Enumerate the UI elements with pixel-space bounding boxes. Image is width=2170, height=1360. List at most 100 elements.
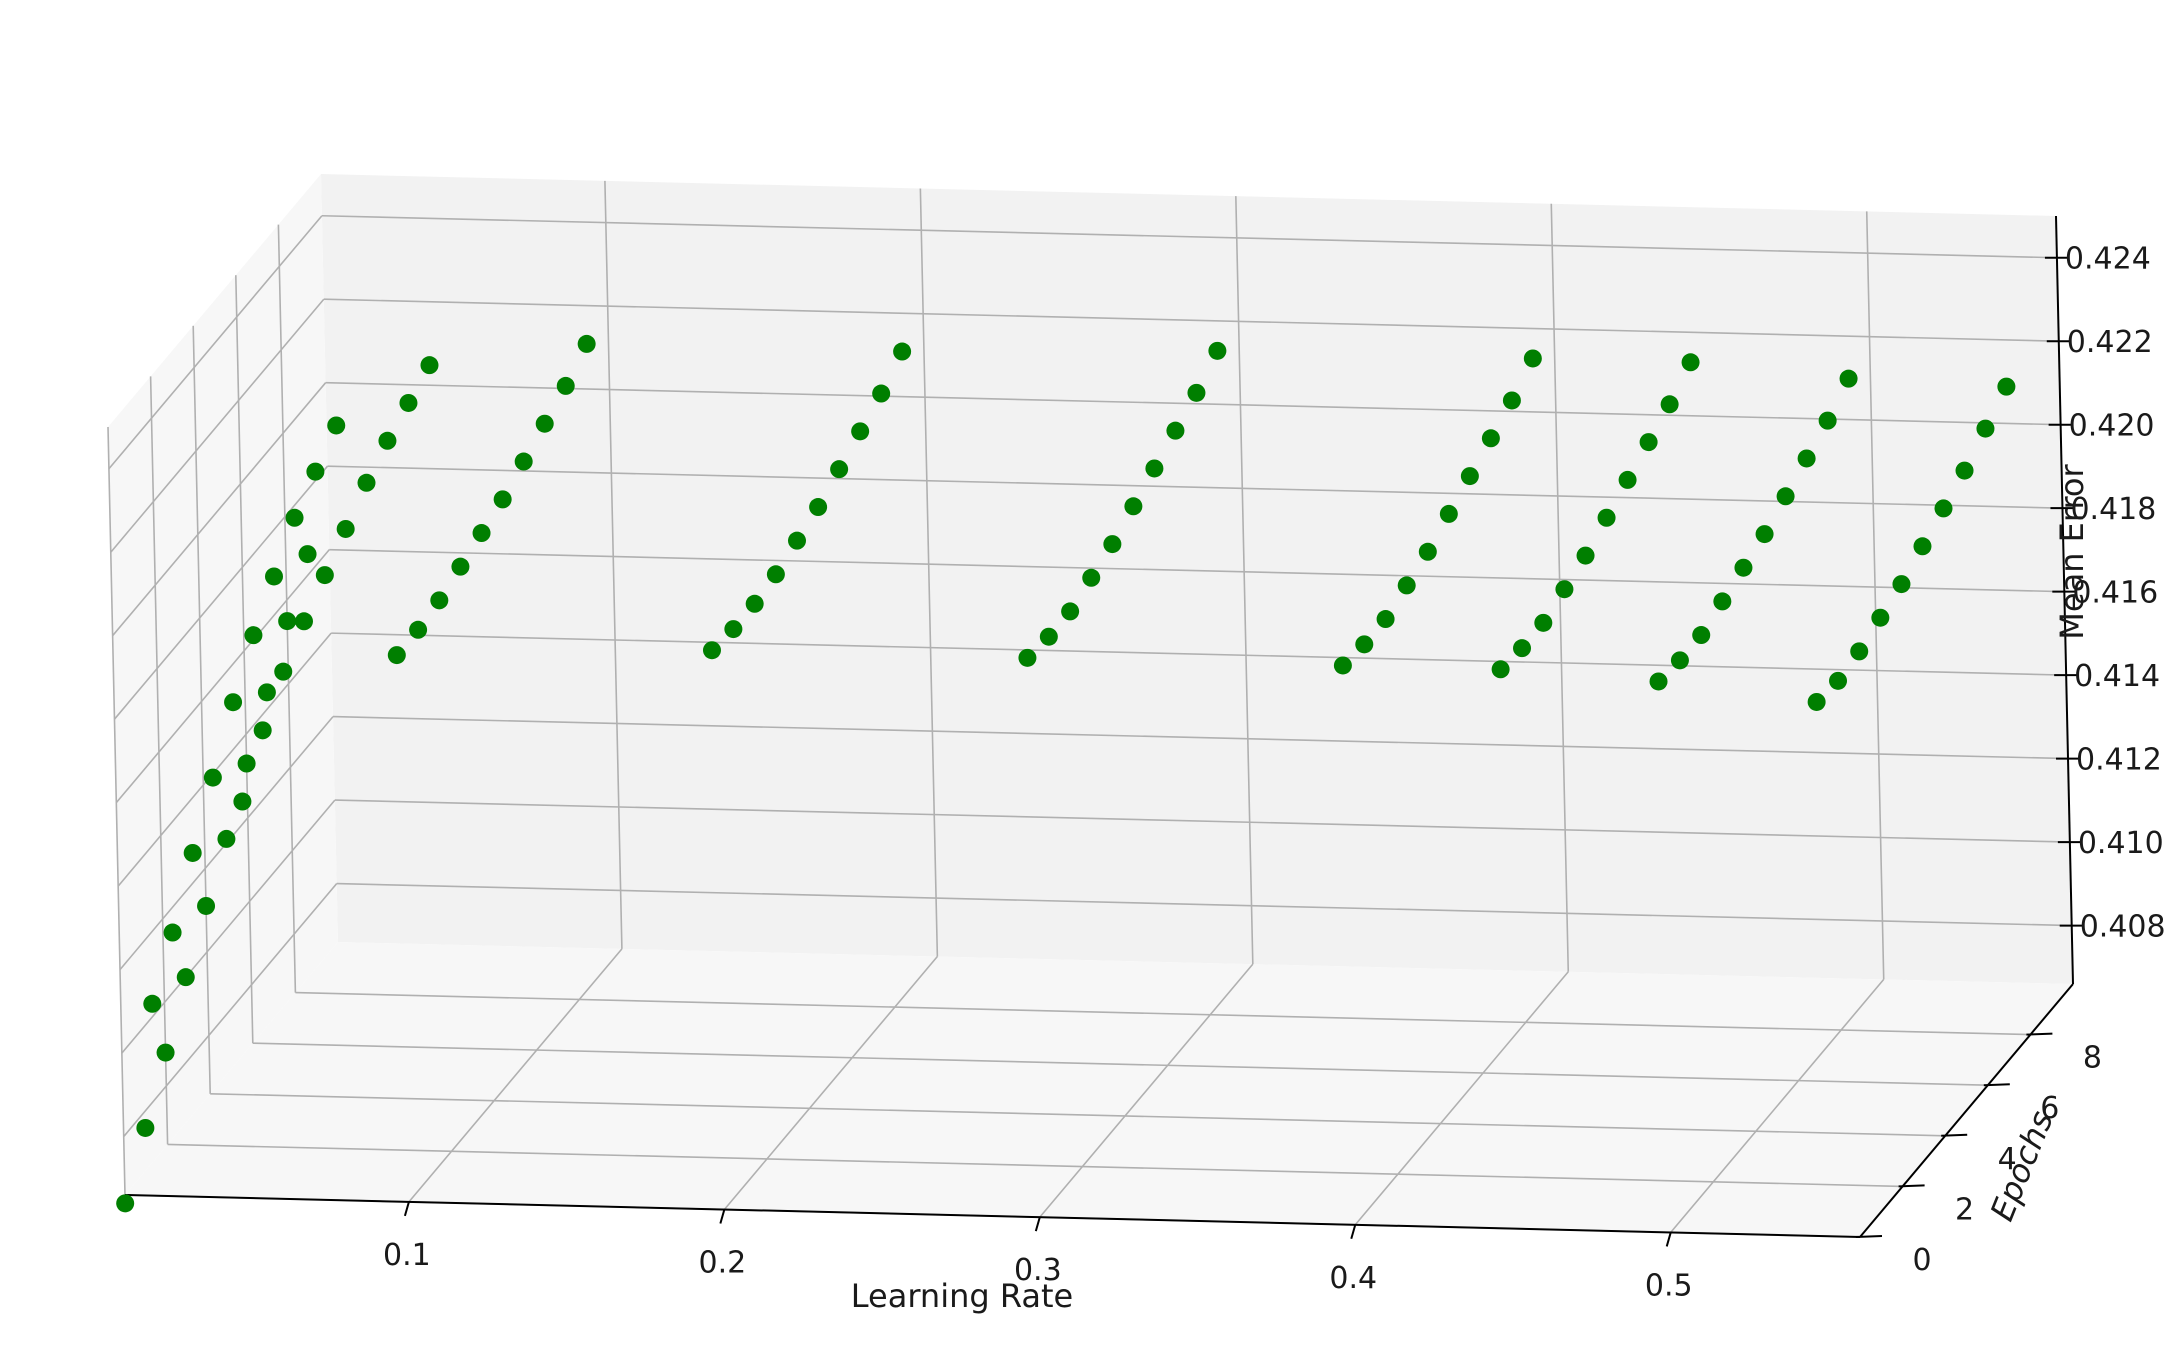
z-tick-label: 0.424: [2065, 242, 2151, 277]
data-point: [745, 594, 764, 613]
y-tick-label: 2: [1955, 1192, 1974, 1227]
data-point: [1187, 383, 1206, 402]
grid-line-x-floor: [1354, 971, 1569, 1226]
data-point: [409, 620, 428, 639]
data-point: [176, 968, 195, 987]
data-point: [278, 612, 297, 631]
data-point: [183, 843, 202, 862]
x-tick: [719, 1209, 726, 1224]
data-point: [893, 342, 912, 361]
data-point: [556, 376, 575, 395]
data-point: [1166, 421, 1185, 440]
grid-line-z-back: [334, 799, 2070, 843]
data-point: [1576, 546, 1595, 565]
x-tick-label: 0.4: [1329, 1261, 1377, 1296]
data-point: [336, 519, 355, 538]
data-point: [1439, 504, 1458, 523]
data-point: [1502, 391, 1521, 410]
grid-line-z-back: [325, 381, 2061, 426]
y-tick: [2026, 1032, 2053, 1036]
data-point: [1692, 626, 1711, 645]
data-point: [399, 393, 418, 412]
z-tick-label: 0.408: [2080, 910, 2166, 945]
data-point: [315, 566, 334, 585]
y-tick-label: 0: [1912, 1243, 1931, 1278]
data-point: [116, 1194, 135, 1213]
data-point: [163, 923, 182, 942]
grid-line-z-back: [323, 298, 2059, 343]
x-tick-label: 0.2: [699, 1246, 747, 1281]
data-point: [830, 460, 849, 479]
x-tick: [1350, 1224, 1357, 1240]
data-point: [1797, 449, 1816, 468]
data-point: [327, 416, 346, 435]
grid-line-y-left: [149, 376, 169, 1145]
data-point: [577, 334, 596, 353]
data-point: [1807, 692, 1826, 711]
data-point: [1713, 592, 1732, 611]
y-tick-label: 4: [1998, 1142, 2017, 1177]
grid-line-y-left: [192, 325, 211, 1094]
y-tick: [1898, 1184, 1925, 1188]
data-point: [430, 591, 449, 610]
grid-line-z-back: [332, 715, 2069, 760]
data-point: [1491, 660, 1510, 679]
grid-line-y-left: [235, 275, 254, 1044]
data-point: [1534, 613, 1553, 632]
grid-line-z-back: [331, 632, 2067, 676]
grid-line-x-back: [1235, 196, 1254, 965]
grid-line-x-floor: [408, 948, 623, 1203]
data-point: [237, 754, 256, 773]
grid-line-y-floor: [210, 1093, 1946, 1137]
grid-line-x-back: [604, 180, 623, 949]
data-point: [1208, 341, 1227, 360]
data-point: [298, 545, 317, 564]
y-tick-label: 6: [2040, 1091, 2059, 1126]
data-point: [1460, 467, 1479, 486]
grid-line-z-left: [112, 382, 327, 637]
data-point: [809, 498, 828, 517]
z-tick-label: 0.412: [2076, 743, 2162, 778]
data-point: [1124, 497, 1143, 516]
grid-line-z-left: [110, 298, 325, 553]
y-tick-label: 8: [2083, 1041, 2102, 1076]
y-tick: [1941, 1133, 1968, 1137]
data-point: [787, 531, 806, 550]
grid-line-y-left: [277, 224, 297, 993]
data-point: [724, 620, 743, 639]
data-point: [136, 1118, 155, 1137]
x-axis-label: Learning Rate: [851, 1277, 1073, 1315]
grid-line-y-floor: [252, 1042, 1988, 1086]
grid-line-x-floor: [723, 955, 938, 1211]
data-point: [253, 721, 272, 740]
data-point: [1039, 627, 1058, 646]
data-point: [1061, 602, 1080, 621]
grid-line-x-back: [919, 188, 939, 957]
grid-line-x-floor: [1039, 963, 1254, 1218]
grid-line-z-left: [115, 549, 330, 804]
data-point: [264, 567, 283, 586]
data-point: [1955, 461, 1974, 480]
data-point: [1618, 470, 1637, 489]
data-point: [514, 452, 533, 471]
data-point: [702, 641, 721, 660]
data-point: [244, 626, 263, 645]
grid-line-z-back: [336, 882, 2072, 927]
data-point: [294, 612, 313, 631]
data-point: [1660, 395, 1679, 414]
data-point: [203, 768, 222, 787]
data-point: [766, 565, 785, 584]
grid-line-z-back: [329, 548, 2065, 593]
x-tick: [403, 1201, 410, 1217]
x-tick: [1665, 1232, 1672, 1247]
data-point: [1818, 411, 1837, 430]
grid-line-x-back: [1865, 211, 1885, 980]
data-point: [1934, 499, 1953, 518]
data-point: [1997, 377, 2016, 396]
data-point: [306, 462, 325, 481]
data-point: [420, 356, 439, 375]
data-point: [1976, 419, 1995, 438]
data-point: [1829, 671, 1848, 690]
data-point: [851, 422, 870, 441]
